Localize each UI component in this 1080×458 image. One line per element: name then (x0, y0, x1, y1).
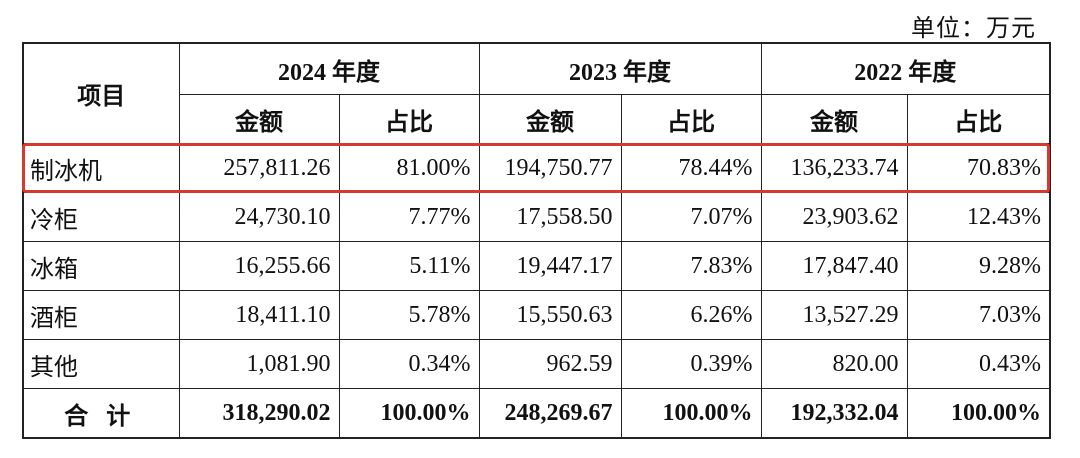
ratio-2022: 70.83% (906, 143, 1051, 193)
ratio-2023: 6.26% (620, 290, 762, 340)
amount-2022: 136,233.74 (760, 143, 908, 193)
amount-2022: 17,847.40 (760, 241, 908, 291)
ratio-header-2023: 占比 (620, 94, 762, 144)
ratio-2024: 7.77% (338, 192, 480, 242)
amount-2022: 820.00 (760, 339, 908, 389)
amount-2024: 1,081.90 (178, 339, 340, 389)
revenue-table: 项目 2024 年度 2023 年度 2022 年度 金额 占比 金额 占比 金… (22, 42, 1051, 439)
header-row-years: 项目 2024 年度 2023 年度 2022 年度 (22, 42, 1051, 144)
amount-2024: 18,411.10 (178, 290, 340, 340)
table-row-freezer: 冷柜 24,730.10 7.77% 17,558.50 7.07% 23,90… (22, 192, 1051, 242)
amount-2023: 15,550.63 (478, 290, 622, 340)
amount-2024: 24,730.10 (178, 192, 340, 242)
amount-2023: 962.59 (478, 339, 622, 389)
year-header-2023: 2023 年度 (478, 42, 762, 95)
ratio-2024: 0.34% (338, 339, 480, 389)
table-row-total: 合计 318,290.02 100.00% 248,269.67 100.00%… (22, 388, 1051, 439)
ratio-2022: 0.43% (906, 339, 1051, 389)
unit-label: 单位：万元 (911, 16, 1036, 42)
ratio-header-2022: 占比 (906, 94, 1051, 144)
amount-2023: 19,447.17 (478, 241, 622, 291)
ratio-header-2024: 占比 (338, 94, 480, 144)
amount-header-2023: 金额 (478, 94, 622, 144)
amount-2024: 16,255.66 (178, 241, 340, 291)
ratio-2022: 100.00% (906, 388, 1051, 439)
ratio-2022: 7.03% (906, 290, 1051, 340)
item-header: 项目 (22, 42, 180, 144)
ratio-2023: 7.83% (620, 241, 762, 291)
amount-2022: 23,903.62 (760, 192, 908, 242)
row-name: 冷柜 (22, 192, 180, 242)
row-name: 合计 (22, 388, 180, 439)
table-row-ice-maker: 制冰机 257,811.26 81.00% 194,750.77 78.44% … (22, 143, 1051, 193)
table-row-wine-cabinet: 酒柜 18,411.10 5.78% 15,550.63 6.26% 13,52… (22, 290, 1051, 340)
ratio-2024: 81.00% (338, 143, 480, 193)
row-name: 制冰机 (22, 143, 180, 193)
year-header-2024: 2024 年度 (178, 42, 480, 95)
year-header-2022: 2022 年度 (760, 42, 1051, 95)
ratio-2024: 5.78% (338, 290, 480, 340)
amount-header-2024: 金额 (178, 94, 340, 144)
row-name: 酒柜 (22, 290, 180, 340)
ratio-2023: 0.39% (620, 339, 762, 389)
row-name: 冰箱 (22, 241, 180, 291)
amount-2023: 248,269.67 (478, 388, 622, 439)
ratio-2024: 100.00% (338, 388, 480, 439)
ratio-2022: 12.43% (906, 192, 1051, 242)
amount-header-2022: 金额 (760, 94, 908, 144)
amount-2024: 318,290.02 (178, 388, 340, 439)
ratio-2023: 100.00% (620, 388, 762, 439)
table-row-refrigerator: 冰箱 16,255.66 5.11% 19,447.17 7.83% 17,84… (22, 241, 1051, 291)
ratio-2022: 9.28% (906, 241, 1051, 291)
amount-2022: 13,527.29 (760, 290, 908, 340)
ratio-2024: 5.11% (338, 241, 480, 291)
amount-2023: 17,558.50 (478, 192, 622, 242)
amount-2024: 257,811.26 (178, 143, 340, 193)
ratio-2023: 78.44% (620, 143, 762, 193)
ratio-2023: 7.07% (620, 192, 762, 242)
row-name: 其他 (22, 339, 180, 389)
amount-2023: 194,750.77 (478, 143, 622, 193)
amount-2022: 192,332.04 (760, 388, 908, 439)
table-row-other: 其他 1,081.90 0.34% 962.59 0.39% 820.00 0.… (22, 339, 1051, 389)
